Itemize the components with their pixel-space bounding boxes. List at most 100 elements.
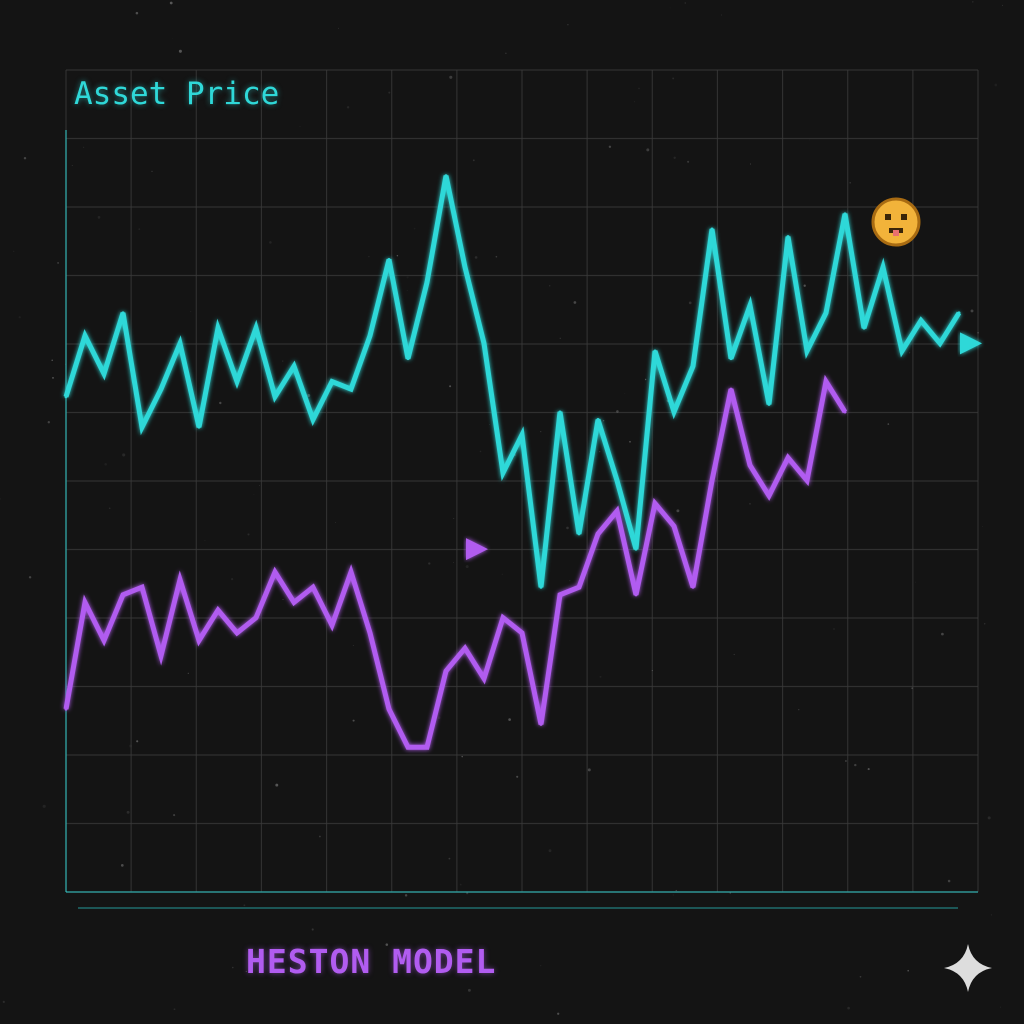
data-point-volatility	[273, 570, 277, 574]
data-point-asset-price	[349, 387, 353, 391]
noise-speck	[688, 301, 692, 305]
noise-speck	[259, 485, 261, 486]
noise-speck	[847, 1006, 850, 1010]
noise-speck	[947, 879, 951, 883]
data-point-asset-price	[957, 311, 961, 315]
noise-speck	[540, 431, 542, 433]
noise-speck	[453, 562, 455, 564]
noise-speck	[983, 623, 986, 625]
data-point-volatility	[653, 501, 657, 505]
noise-speck	[602, 420, 605, 422]
data-point-asset-price	[482, 341, 486, 345]
noise-speck	[120, 864, 124, 867]
noise-speck	[461, 755, 463, 758]
noise-speck	[352, 645, 354, 647]
noise-speck	[849, 181, 851, 184]
noise-speck	[987, 816, 991, 820]
noise-speck	[272, 979, 274, 980]
noise-speck	[474, 256, 478, 259]
series-label-asset-price: Asset Price	[74, 76, 280, 112]
noise-speck	[673, 156, 676, 159]
noise-speck	[559, 337, 561, 339]
data-point-volatility	[786, 456, 790, 460]
data-point-asset-price	[311, 418, 315, 422]
noise-speck	[126, 810, 130, 814]
noise-speck	[282, 599, 284, 600]
data-point-asset-price	[330, 379, 334, 383]
noise-speck	[915, 581, 917, 583]
noise-speck	[808, 139, 811, 141]
data-point-volatility	[178, 578, 182, 582]
noise-speck	[844, 760, 847, 762]
data-point-asset-price	[862, 326, 866, 330]
noise-speck	[135, 11, 139, 15]
data-point-asset-price	[121, 311, 125, 315]
data-point-volatility	[729, 387, 733, 391]
model-name-label: HESTON MODEL	[246, 942, 497, 981]
axes	[65, 130, 978, 909]
noise-speck	[247, 533, 250, 536]
noise-speck	[479, 450, 482, 453]
data-point-asset-price	[159, 387, 163, 391]
data-point-volatility	[254, 616, 258, 620]
data-point-asset-price	[178, 341, 182, 345]
noise-speck	[299, 126, 301, 128]
grid	[0, 1, 1003, 1023]
noise-speck	[587, 768, 591, 772]
noise-speck	[859, 975, 862, 978]
noise-speck	[567, 23, 569, 26]
noise-speck	[646, 148, 650, 152]
noise-speck	[982, 526, 983, 528]
noise-speck	[489, 424, 490, 425]
volatility-level-arrow-head	[466, 538, 488, 561]
noise-speck	[128, 744, 132, 748]
sparkle-icon	[944, 944, 992, 992]
noise-speck	[78, 901, 80, 903]
noise-speck	[307, 394, 311, 397]
data-point-volatility	[501, 616, 505, 620]
noise-speck	[437, 716, 441, 719]
noise-speck	[803, 284, 806, 287]
noise-speck	[798, 709, 800, 711]
noise-speck	[13, 250, 15, 252]
data-point-volatility	[596, 532, 600, 536]
noise-speck	[634, 101, 635, 103]
data-point-asset-price	[729, 357, 733, 361]
data-point-asset-price	[786, 235, 790, 239]
noise-speck	[566, 526, 569, 530]
data-point-asset-price	[710, 227, 714, 231]
data-point-volatility	[444, 669, 448, 673]
data-point-asset-price	[406, 357, 410, 361]
noise-speck	[833, 628, 835, 630]
data-point-volatility	[349, 570, 353, 574]
data-point-volatility	[121, 593, 125, 597]
noise-speck	[52, 376, 54, 379]
noise-speck	[18, 316, 21, 319]
noise-speck	[548, 284, 551, 287]
data-point-asset-price	[292, 364, 296, 368]
face-emoji-icon	[871, 197, 921, 247]
noise-speck	[388, 91, 391, 94]
data-point-volatility	[634, 593, 638, 597]
noise-speck	[599, 451, 601, 453]
noise-speck	[994, 83, 998, 87]
data-point-volatility	[311, 585, 315, 589]
noise-speck	[97, 216, 101, 219]
noise-speck	[406, 276, 409, 279]
noise-speck	[335, 522, 337, 523]
noise-speck	[275, 783, 279, 787]
noise-speck	[122, 453, 126, 457]
data-point-volatility	[482, 677, 486, 681]
noise-speck	[508, 718, 511, 721]
data-point-volatility	[539, 722, 543, 726]
data-point-volatility	[615, 509, 619, 513]
noise-speck	[495, 255, 498, 258]
data-point-asset-price	[596, 418, 600, 422]
data-point-asset-price	[102, 372, 106, 376]
noise-speck	[638, 87, 640, 90]
data-point-asset-price	[672, 410, 676, 414]
data-point-volatility	[368, 631, 372, 635]
data-point-asset-price	[558, 410, 562, 414]
data-point-volatility	[691, 585, 695, 589]
